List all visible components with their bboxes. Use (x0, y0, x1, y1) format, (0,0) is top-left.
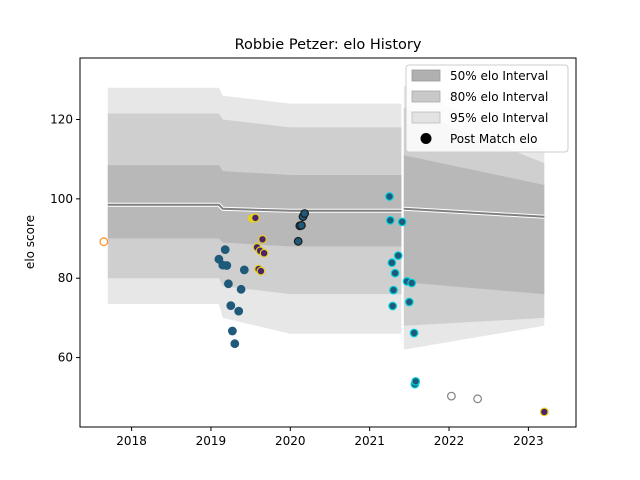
post-match-point-27 (387, 258, 397, 268)
x-axis: 2018 2019 2020 2021 2022 2023 (116, 427, 544, 448)
x-tick-label-2018: 2018 (116, 434, 147, 448)
y-tick-label-60: 60 (58, 351, 73, 365)
post-match-point-6 (226, 301, 236, 311)
post-match-point-29 (389, 285, 398, 295)
y-axis-label: elo score (23, 215, 37, 269)
post-match-point-18 (258, 234, 267, 244)
mean-line-segment-1 (107, 203, 402, 212)
post-match-point-4 (222, 261, 232, 270)
mean-elo-lines (107, 202, 545, 219)
post-match-point-25 (385, 192, 394, 201)
post-match-point-26 (385, 215, 395, 225)
legend-swatch-80 (411, 90, 441, 103)
post-match-point-22 (297, 220, 306, 230)
legend-marker-post-match (420, 133, 432, 144)
post-match-point-11 (239, 265, 249, 275)
post-match-points (99, 192, 549, 417)
post-match-point-30 (390, 268, 400, 278)
band-q50-segment-2 (403, 155, 545, 295)
band-q50-segment-1 (107, 165, 402, 247)
post-match-point-7 (227, 326, 237, 336)
post-match-point-8 (230, 339, 240, 349)
post-match-point-24 (300, 209, 310, 218)
x-tick-label-2023: 2023 (513, 434, 544, 448)
post-match-point-38 (411, 377, 421, 386)
post-match-point-35 (407, 278, 417, 288)
post-match-point-5 (223, 279, 233, 289)
post-match-point-31 (393, 251, 403, 261)
x-tick-label-2019: 2019 (196, 434, 227, 448)
post-match-point-28 (388, 301, 398, 311)
legend-label-80: 80% elo Interval (450, 90, 548, 104)
legend-swatch-95 (411, 111, 441, 124)
mean-line-segment-2 (403, 207, 545, 218)
post-match-point-9 (234, 306, 244, 316)
legend-label-50: 50% elo Interval (450, 69, 548, 83)
post-match-point-3 (220, 245, 230, 255)
y-tick-label-80: 80 (58, 271, 73, 285)
axes-frame (79, 57, 577, 428)
legend-box (405, 64, 569, 153)
y-tick-label-120: 120 (50, 113, 73, 127)
post-match-point-0 (99, 237, 109, 247)
post-match-point-32 (397, 217, 407, 227)
post-match-point-34 (404, 297, 414, 307)
post-match-point-19 (259, 248, 269, 258)
post-match-point-1 (214, 254, 224, 264)
post-match-point-36 (409, 328, 419, 338)
legend-label-post-match: Post Match elo (450, 132, 537, 146)
legend-swatch-50 (411, 69, 441, 82)
chart-title: Robbie Petzer: elo History (235, 37, 422, 53)
post-match-point-40 (473, 394, 483, 404)
x-tick-label-2022: 2022 (434, 434, 465, 448)
post-match-point-10 (236, 284, 246, 294)
x-tick-label-2021: 2021 (354, 434, 385, 448)
post-match-point-20 (293, 236, 303, 246)
x-tick-label-2020: 2020 (275, 434, 306, 448)
post-match-point-17 (256, 266, 266, 276)
post-match-point-41 (539, 407, 549, 417)
y-axis: 60 80 100 120 (50, 113, 80, 365)
y-tick-label-100: 100 (50, 192, 73, 206)
post-match-point-39 (447, 391, 456, 401)
legend-label-95: 95% elo Interval (450, 111, 548, 125)
post-match-point-13 (250, 213, 260, 223)
legend: 50% elo Interval 80% elo Interval 95% el… (405, 64, 569, 153)
